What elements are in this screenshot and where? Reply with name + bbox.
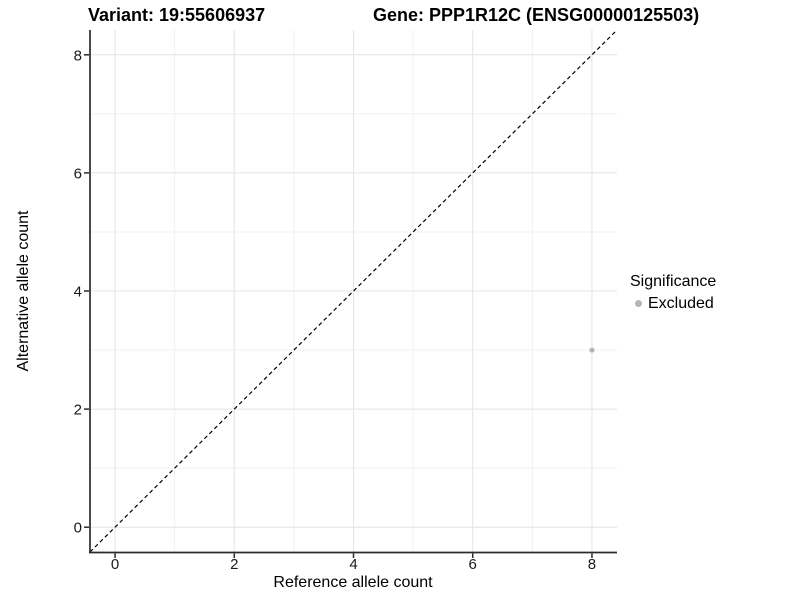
y-tick-label: 0	[74, 520, 82, 537]
x-tick-label: 0	[111, 556, 119, 573]
x-tick-label: 4	[349, 556, 357, 573]
y-tick-label: 6	[74, 165, 82, 182]
identity-dashed-line	[89, 29, 618, 553]
y-tick-label: 4	[74, 284, 82, 301]
x-tick-label: 8	[588, 556, 596, 573]
data-point	[589, 347, 595, 353]
legend-point-icon	[635, 300, 642, 307]
y-tick-label: 8	[74, 47, 82, 64]
y-tick-label: 2	[74, 402, 82, 419]
legend-title: Significance	[630, 273, 717, 290]
x-tick-label: 6	[469, 556, 477, 573]
legend-entry-excluded: Excluded	[630, 294, 716, 313]
legend-entry-label: Excluded	[648, 295, 714, 312]
plot-title-variant: Variant: 19:55606937	[88, 5, 266, 25]
plot-title-gene: Gene: PPP1R12C (ENSG00000125503)	[373, 5, 700, 25]
x-tick-label: 2	[230, 556, 238, 573]
legend: Significance Excluded	[630, 272, 716, 313]
x-axis-title: Reference allele count	[273, 574, 433, 591]
y-axis-title: Alternative allele count	[15, 210, 32, 372]
